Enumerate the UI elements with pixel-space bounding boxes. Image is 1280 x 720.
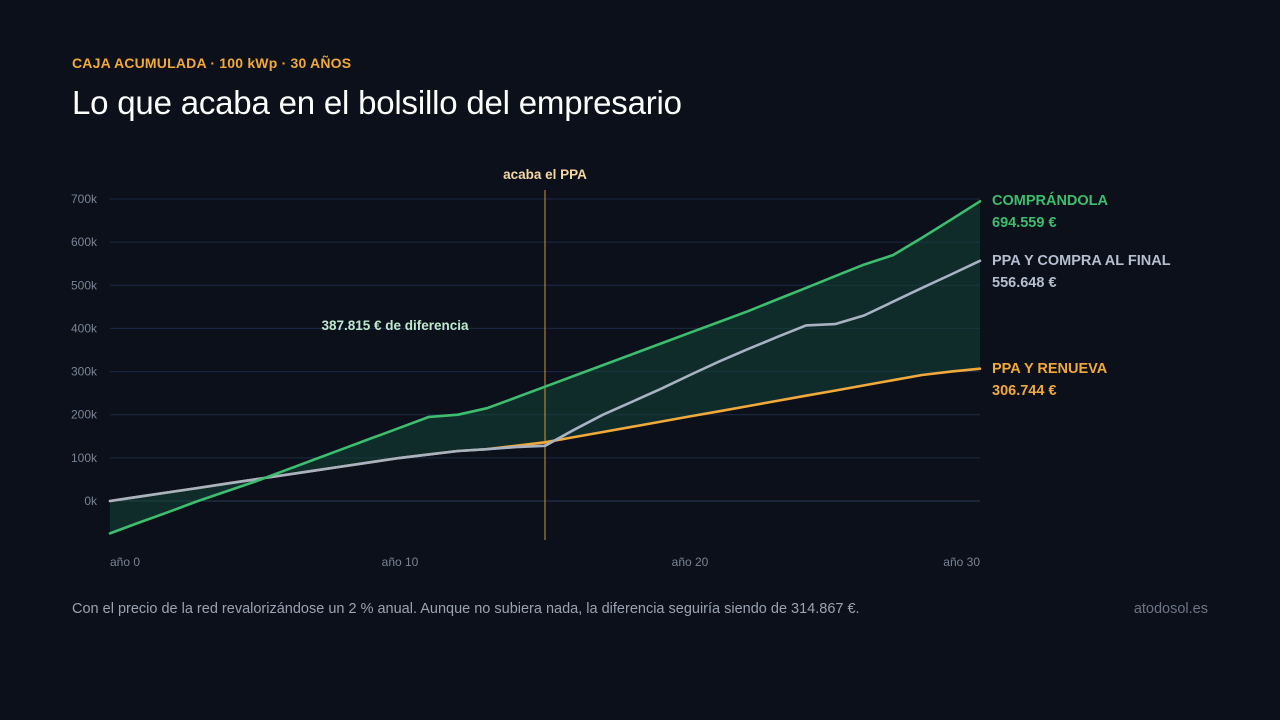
y-tick-label: 400k [71, 321, 98, 335]
x-tick-label: año 20 [672, 555, 709, 569]
difference-label: 387.815 € de diferencia [321, 318, 469, 333]
series-line-ppa-y-compra-al-final [108, 259, 982, 503]
brand-label: atodosol.es [1133, 601, 1208, 617]
x-tick-label: año 0 [110, 555, 140, 569]
x-tick-label: año 30 [943, 555, 980, 569]
page-title: Lo que acaba en el bolsillo del empresar… [72, 84, 682, 121]
series-end-name: PPA Y COMPRA AL FINAL [992, 253, 1171, 269]
ppa-end-marker-label: acaba el PPA [503, 167, 587, 182]
chart-eyebrow: CAJA ACUMULADA · 100 kWp · 30 AÑOS [72, 55, 352, 71]
series-end-value: 694.559 € [992, 215, 1057, 231]
y-tick-label: 700k [71, 192, 98, 206]
y-tick-label: 600k [71, 235, 98, 249]
x-tick-label: año 10 [382, 555, 419, 569]
y-tick-label: 300k [71, 365, 98, 379]
y-tick-label: 0k [84, 494, 98, 508]
series-end-value: 556.648 € [992, 275, 1057, 291]
series-end-value: 306.744 € [992, 383, 1057, 399]
series-line-compr-ndola [108, 200, 982, 535]
y-tick-label: 200k [71, 408, 98, 422]
series-end-name: COMPRÁNDOLA [992, 192, 1109, 209]
y-tick-label: 100k [71, 451, 98, 465]
y-tick-label: 500k [71, 278, 98, 292]
footnote: Con el precio de la red revalorizándose … [72, 601, 860, 617]
series-end-name: PPA Y RENUEVA [992, 361, 1108, 377]
